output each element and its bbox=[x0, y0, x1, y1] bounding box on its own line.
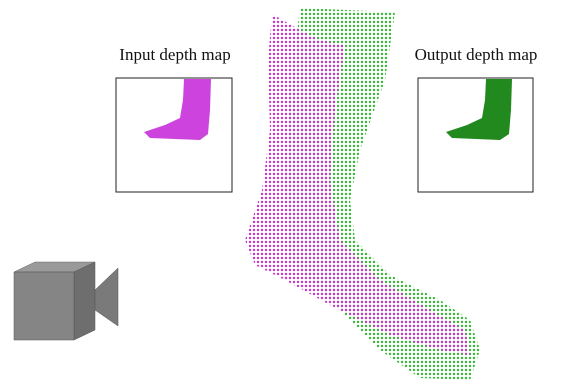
camera-icon bbox=[14, 262, 118, 340]
figure: Input depth map Output depth map bbox=[0, 0, 563, 387]
page: Input depth map Output depth map (() => … bbox=[0, 0, 563, 387]
output-label: Output depth map bbox=[415, 45, 538, 64]
input-label: Input depth map bbox=[119, 45, 230, 64]
